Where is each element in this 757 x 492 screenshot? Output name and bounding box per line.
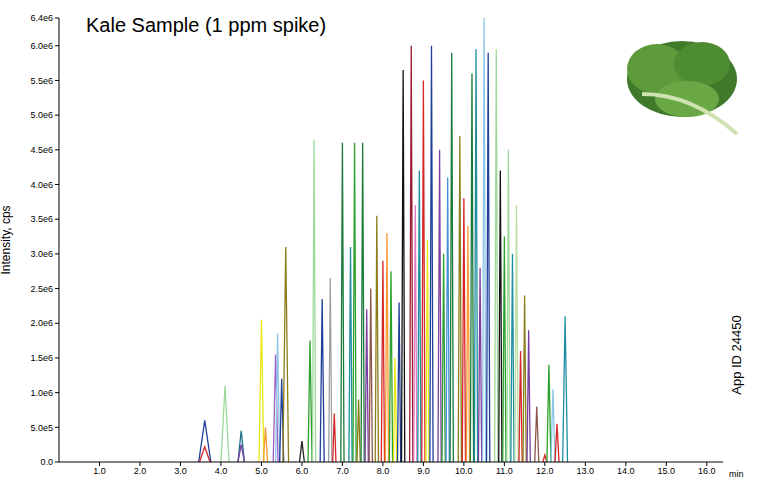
- svg-text:5.0: 5.0: [255, 466, 268, 476]
- svg-text:12.0: 12.0: [536, 466, 554, 476]
- svg-text:5.5e6: 5.5e6: [30, 76, 53, 86]
- svg-text:10.0: 10.0: [455, 466, 473, 476]
- svg-text:3.0: 3.0: [174, 466, 187, 476]
- svg-text:2.0: 2.0: [134, 466, 147, 476]
- svg-text:3.0e6: 3.0e6: [30, 249, 53, 259]
- svg-text:1.5e6: 1.5e6: [30, 353, 53, 363]
- html-text:App ID 24450: App ID 24450: [728, 315, 744, 395]
- svg-text:Intensity, cps: Intensity, cps: [0, 205, 13, 274]
- svg-text:14.0: 14.0: [617, 466, 635, 476]
- svg-text:min: min: [729, 469, 744, 479]
- svg-text:7.0: 7.0: [336, 466, 349, 476]
- svg-text:1.0e6: 1.0e6: [30, 388, 53, 398]
- html-text:Kale Sample (1 ppm spike): Kale Sample (1 ppm spike): [86, 14, 327, 36]
- svg-text:5.0e6: 5.0e6: [30, 110, 53, 120]
- svg-text:8.0: 8.0: [377, 466, 390, 476]
- svg-text:6.0: 6.0: [296, 466, 309, 476]
- svg-text:3.5e6: 3.5e6: [30, 214, 53, 224]
- svg-text:15.0: 15.0: [658, 466, 676, 476]
- svg-text:0.0: 0.0: [40, 457, 53, 467]
- svg-text:4.5e6: 4.5e6: [30, 145, 53, 155]
- svg-text:4.0e6: 4.0e6: [30, 180, 53, 190]
- svg-text:13.0: 13.0: [577, 466, 595, 476]
- svg-text:4.0: 4.0: [215, 466, 228, 476]
- svg-text:16.0: 16.0: [698, 466, 716, 476]
- svg-text:1.0: 1.0: [93, 466, 106, 476]
- svg-text:2.0e6: 2.0e6: [30, 318, 53, 328]
- svg-text:2.5e6: 2.5e6: [30, 284, 53, 294]
- svg-text:6.4e6: 6.4e6: [30, 13, 53, 23]
- svg-text:6.0e6: 6.0e6: [30, 41, 53, 51]
- svg-text:5.0e5: 5.0e5: [30, 423, 53, 433]
- svg-text:11.0: 11.0: [496, 466, 513, 476]
- svg-text:9.0: 9.0: [417, 466, 430, 476]
